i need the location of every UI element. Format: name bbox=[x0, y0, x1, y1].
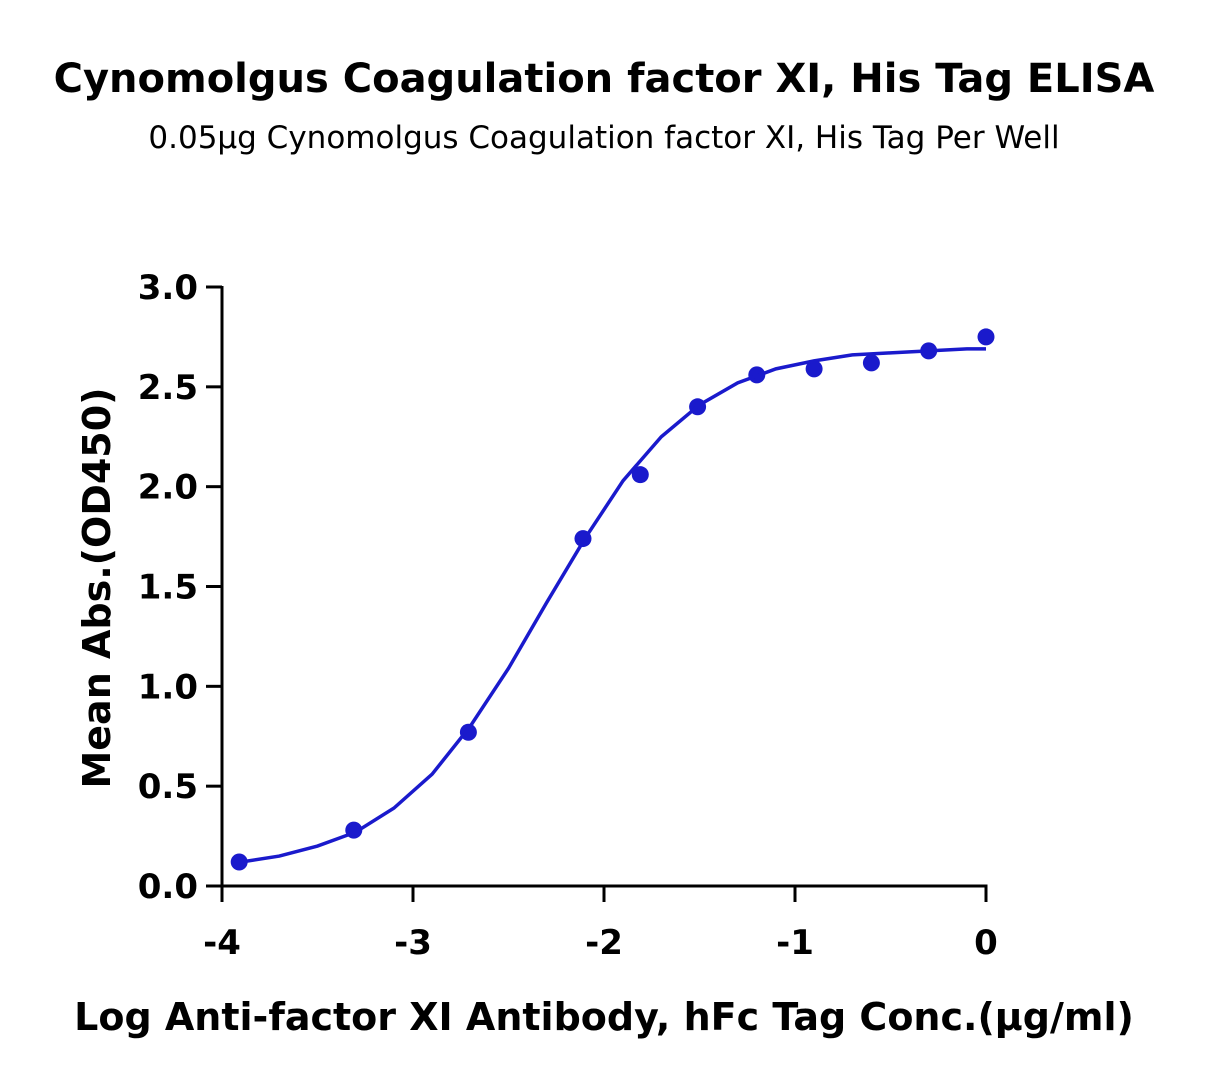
x-tick-label: -1 bbox=[776, 923, 814, 963]
y-tick-label: 2.5 bbox=[138, 368, 198, 408]
chart-subtitle: 0.05μg Cynomolgus Coagulation factor XI,… bbox=[148, 120, 1059, 156]
data-point bbox=[805, 360, 823, 378]
y-tick-label: 3.0 bbox=[138, 268, 198, 308]
data-point bbox=[977, 328, 995, 346]
data-point bbox=[862, 354, 880, 372]
x-tick-label: -2 bbox=[585, 923, 623, 963]
y-tick-label: 0.5 bbox=[138, 767, 198, 807]
y-tick-label: 2.0 bbox=[138, 468, 198, 508]
fit-curve bbox=[240, 347, 986, 864]
y-tick-label: 1.0 bbox=[138, 667, 198, 707]
data-point bbox=[230, 853, 248, 871]
y-tick-label: 0.0 bbox=[138, 867, 198, 907]
x-tick-label: 0 bbox=[974, 923, 998, 963]
x-tick-label: -4 bbox=[203, 923, 241, 963]
x-axis-label: Log Anti-factor XI Antibody, hFc Tag Con… bbox=[74, 995, 1134, 1039]
x-tick-label: -3 bbox=[394, 923, 432, 963]
y-tick-label: 1.5 bbox=[138, 568, 198, 608]
chart-title: Cynomolgus Coagulation factor XI, His Ta… bbox=[54, 56, 1155, 102]
y-axis-label: Mean Abs.(OD450) bbox=[75, 387, 119, 788]
data-point bbox=[631, 466, 649, 484]
